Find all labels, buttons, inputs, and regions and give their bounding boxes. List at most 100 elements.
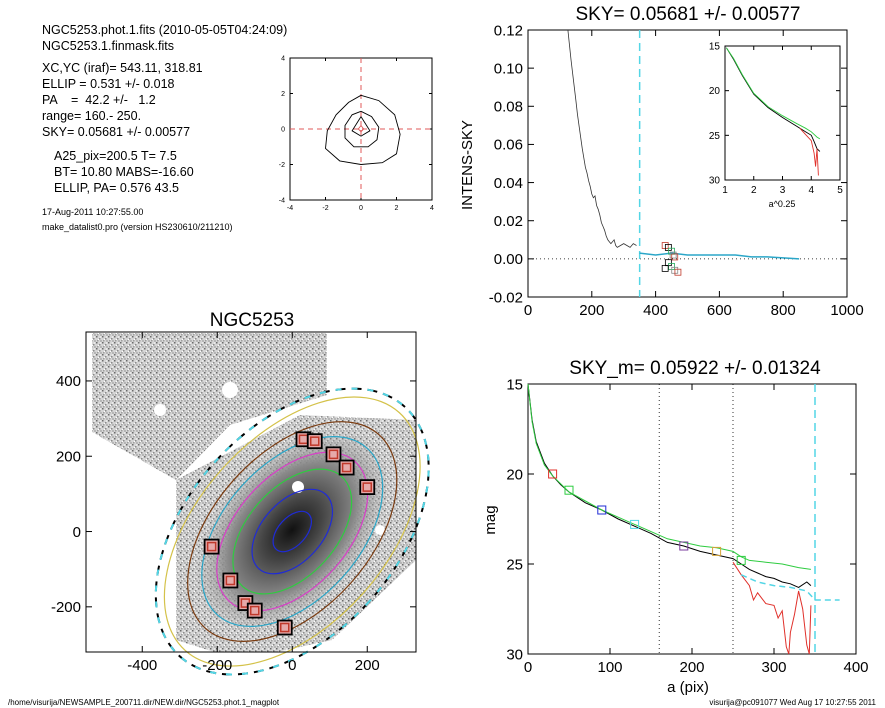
masked-star [375,525,385,535]
info-line-a25: A25_pix=200.5 T= 7.5 [54,149,177,163]
y-tick-label: 0 [281,126,285,133]
y-tick-label: 25 [709,131,721,142]
y-tick-label: 4 [281,55,285,62]
y-tick-label: 200 [56,448,81,465]
x-tick-label: 0 [524,302,532,319]
sky-box-inner [341,462,352,473]
sky-box [306,433,323,450]
y-tick-label: 0 [73,524,81,541]
galaxy-ticks: -400 -200 0 200 -200 0 200 400 [51,332,416,674]
sky-box-inner [310,436,320,446]
sky-box [276,619,293,636]
galaxy-title: NGC5253 [210,310,295,331]
center-contour-plot: -4 -2 0 2 4 -4 -2 0 2 4 [279,55,434,212]
info-block: NGC5253.phot.1.fits (2010-05-05T04:24:09… [42,23,287,232]
sky-outer-line [639,252,800,260]
y-tick-label: 15 [506,376,523,393]
info-line-range: range= 160.- 250. [42,109,141,123]
contour-ticks: -4 -2 0 2 4 -4 -2 0 2 4 [279,55,434,212]
info-line-ellip-pa: ELLIP, PA= 0.576 43.5 [54,181,179,195]
x-tick-label: 300 [761,659,786,676]
contour-line [344,110,380,148]
x-tick-label: 200 [355,657,380,674]
x-tick-label: -4 [287,205,293,212]
y-tick-label: -200 [51,599,81,616]
x-tick-label: 4 [808,185,814,196]
isophote-ellipse [154,387,430,676]
masked-star [222,382,238,398]
isophote-ellipse [187,421,398,642]
inset-frame [724,45,841,181]
y-tick-label: -4 [279,197,285,204]
x-tick-label: 200 [579,302,604,319]
sky-box [246,602,263,619]
y-tick-label: 25 [506,556,523,573]
sky-box-inner [250,605,260,616]
sky-box [325,446,342,463]
mag-profile-line [732,561,812,655]
x-tick-label: 3 [780,185,786,196]
sky-box-inner [280,622,290,633]
sky-squares [661,242,682,276]
info-line-mask: NGC5253.1.finmask.fits [42,39,174,53]
galaxy-frame [85,331,417,653]
sky-plot-frame [527,29,848,298]
x-tick-label: 0 [359,205,363,212]
sky-plot-ticks: 0 200 400 600 800 1000 -0.02 0.00 0.02 0.04 0.06 0.… [489,22,864,319]
x-tick-label: 0 [288,657,296,674]
galaxy-image [92,333,416,652]
x-tick-label: 400 [843,659,868,676]
info-line-ellip: ELLIP = 0.531 +/- 0.018 [42,77,175,91]
contour-lines [325,94,401,165]
footer-user: visurija@pc091077 Wed Aug 17 10:27:55 20… [709,698,876,707]
info-line-bt: BT= 10.80 MABS=-16.60 [54,165,194,179]
mag-range-lines [658,384,816,654]
isophote-ellipse [272,510,312,553]
galaxy-sky-boxes [203,431,376,636]
x-tick-label: 200 [679,659,704,676]
mag-box-marker [548,469,558,479]
sky-plot: SKY= 0.05681 +/- 0.00577 INTENS-SKY 0 200… [459,4,864,319]
galaxy-upper-frame [92,333,327,480]
y-tick-label: 0.04 [494,175,523,192]
y-tick-label: -2 [279,162,285,169]
mag-plot-ticks: 0 100 200 300 400 15 20 25 30 [506,376,868,676]
x-tick-label: 0 [524,659,532,676]
mag-plot-title: SKY_m= 0.05922 +/- 0.01324 [569,358,821,379]
info-line-sky: SKY= 0.05681 +/- 0.00577 [42,125,190,139]
x-tick-label: -2 [322,205,328,212]
y-tick-label: 20 [709,86,721,97]
sky-profile-line [567,29,637,248]
isophote-ellipse [216,451,369,612]
contour-line [357,125,365,133]
mag-squares [548,469,746,565]
y-tick-label: 30 [506,646,523,663]
info-line-date: 17-Aug-2011 10:27:55.00 [42,207,143,217]
y-tick-label: 15 [709,42,721,53]
sky-plot-title: SKY= 0.05681 +/- 0.00577 [575,4,800,25]
x-tick-label: 1000 [830,302,863,319]
mag-profile-plot: SKY_m= 0.05922 +/- 0.01324 mag a (pix) 0… [482,358,869,696]
x-tick-label: 400 [643,302,668,319]
info-line-pa: PA = 42.2 +/- 1.2 [42,93,156,107]
inset-series [726,47,821,176]
mag-plot-xlabel: a (pix) [667,679,709,696]
isophote-ellipse [163,396,421,667]
sky-plot-ylabel: INTENS-SKY [459,120,476,210]
isophote-ellipse [232,468,353,595]
x-tick-label: 800 [771,302,796,319]
mag-plot-frame [527,383,857,655]
sky-box [338,459,355,476]
y-tick-label: 0.00 [494,251,523,268]
mag-box-marker [630,519,640,529]
mag-profile-line [527,383,811,570]
mag-box-marker [736,555,746,565]
x-tick-label: 600 [707,302,732,319]
contour-line [351,116,371,137]
y-tick-label: 400 [56,373,81,390]
y-tick-label: 20 [506,466,523,483]
inset-mag-line [726,47,821,140]
info-line-program: make_datalist0.pro (version HS230610/211… [42,222,232,232]
isophote-ellipse [251,488,334,575]
